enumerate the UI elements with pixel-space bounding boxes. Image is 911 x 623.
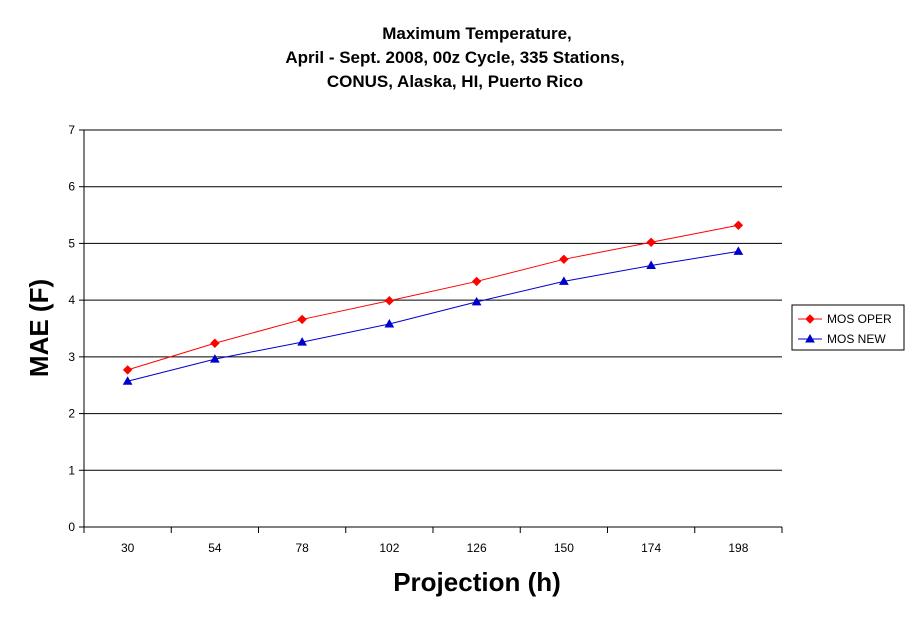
diamond-marker: [122, 365, 133, 375]
axes: [79, 129, 783, 533]
diamond-marker: [210, 338, 220, 348]
diamond-marker: [733, 220, 744, 230]
x-axis-title: Projection (h): [393, 567, 561, 597]
triangle-marker: [122, 376, 133, 385]
legend-entry: MOS NEW: [798, 332, 886, 346]
y-tick-label: 0: [68, 520, 75, 534]
series-mos-new: [122, 246, 744, 385]
triangle-marker: [733, 246, 744, 255]
y-tick-label: 2: [68, 407, 75, 421]
diamond-marker: [297, 314, 307, 325]
x-tick-label: 126: [467, 541, 487, 555]
chart-title-line-1: Maximum Temperature,: [382, 24, 572, 43]
series-lines: [122, 220, 744, 385]
legend: MOS OPER MOS NEW: [791, 304, 905, 351]
y-tick-label: 7: [68, 123, 75, 137]
y-tick-label: 1: [68, 463, 75, 477]
y-tick-labels: 0 1 2 3 4 5 6 7: [68, 123, 75, 534]
diamond-marker: [559, 254, 569, 265]
diamond-marker: [471, 276, 482, 287]
series-line: [127, 224, 739, 371]
y-tick-label: 4: [68, 293, 75, 307]
diamond-marker: [805, 314, 815, 324]
x-tick-label: 102: [379, 541, 399, 555]
gridlines: [84, 129, 782, 471]
triangle-marker: [210, 354, 220, 363]
x-tick-label: 54: [208, 541, 222, 555]
triangle-marker: [471, 296, 482, 306]
triangle-marker: [384, 318, 395, 328]
y-tick-label: 3: [68, 350, 75, 364]
legend-label: MOS NEW: [827, 332, 886, 346]
series-mos-oper: [122, 220, 744, 375]
legend-label: MOS OPER: [827, 312, 892, 326]
diamond-marker: [646, 237, 656, 248]
x-tick-label: 174: [641, 541, 661, 555]
y-axis-title: MAE (F): [24, 279, 54, 377]
x-tick-labels: 30 54 78 102 126 150 174 198: [121, 541, 749, 555]
x-tick-label: 78: [295, 541, 309, 555]
triangle-marker: [805, 333, 815, 343]
x-tick-label: 198: [728, 541, 748, 555]
x-tick-label: 30: [121, 541, 135, 555]
y-tick-label: 5: [68, 236, 75, 250]
triangle-marker: [646, 260, 656, 270]
triangle-marker: [559, 276, 569, 285]
diamond-marker: [384, 296, 395, 306]
chart-title-line-2: April - Sept. 2008, 00z Cycle, 335 Stati…: [285, 48, 624, 67]
legend-entry: MOS OPER: [798, 312, 892, 326]
triangle-marker: [297, 337, 307, 346]
chart-title: Maximum Temperature, April - Sept. 2008,…: [285, 24, 624, 91]
x-tick-label: 150: [554, 541, 574, 555]
series-line: [127, 250, 739, 382]
y-tick-label: 6: [68, 180, 75, 194]
chart-title-line-3: CONUS, Alaska, HI, Puerto Rico: [327, 72, 583, 91]
